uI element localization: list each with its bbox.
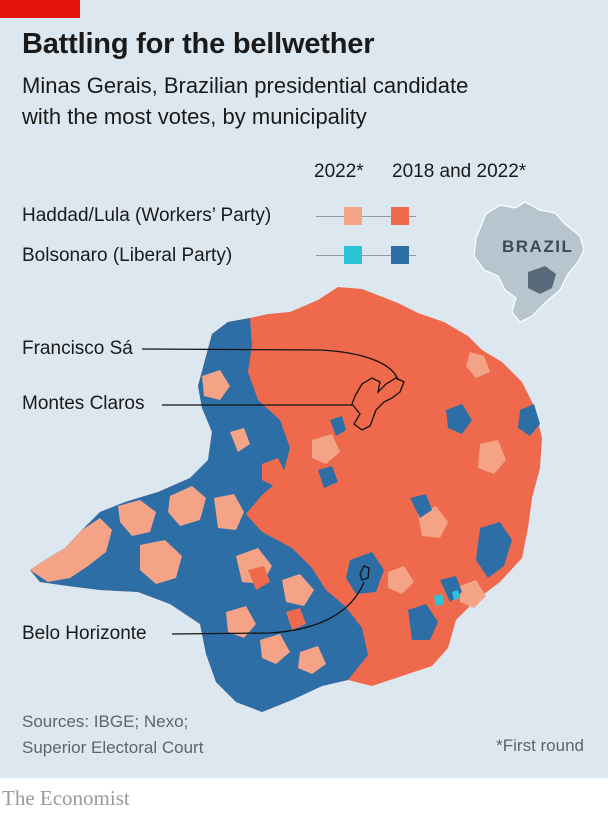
subtitle-line-2: with the most votes, by municipality	[22, 104, 367, 129]
belo-horizonte-outline	[359, 565, 370, 581]
bolso-both-e-b	[410, 494, 432, 518]
bolso-both-se-a	[408, 604, 438, 640]
state-base-lula	[30, 287, 542, 712]
lula2022-south-a	[260, 634, 290, 664]
brazil-inset-label: BRAZIL	[502, 237, 573, 256]
swatch-lula-2022	[344, 207, 362, 225]
lula2022-east-f	[460, 580, 486, 608]
bolso-both-ne-a	[446, 404, 472, 434]
economist-red-tag	[0, 0, 80, 18]
chart-subtitle: Minas Gerais, Brazilian presidential can…	[22, 70, 582, 132]
sources-line-2: Superior Electoral Court	[22, 738, 204, 757]
lula-both-west-b	[248, 566, 270, 590]
legend-col-2022: 2022*	[314, 161, 364, 182]
lula-both-west-c	[286, 608, 306, 630]
lula2022-west-tail	[30, 518, 112, 582]
leader-belo-horizonte	[171, 581, 365, 635]
bolso-both-n-a	[330, 416, 346, 436]
brazil-outline	[473, 201, 585, 323]
lula2022-north-a	[202, 370, 230, 400]
first-round-footnote: *First round	[496, 736, 584, 755]
sources-line-1: Sources: IBGE; Nexo;	[22, 712, 189, 731]
legend-lula-name: Haddad/Lula	[22, 205, 130, 226]
lula-both-west-a	[262, 458, 286, 486]
lula2022-central-c	[226, 606, 256, 638]
lula2022-east-c	[312, 434, 340, 464]
label-francisco-sa: Francisco Sá	[22, 338, 133, 359]
bolso-both-n-b	[318, 466, 338, 488]
minas-gerais-map	[30, 287, 542, 712]
legend-row-bolsonaro: Bolsonaro (Liberal Party)	[22, 245, 232, 267]
economist-logo: The Economist	[2, 786, 130, 810]
legend-row-lula: Haddad/Lula (Workers’ Party)	[22, 205, 271, 227]
lula-both-west-d	[312, 534, 334, 556]
lula2022-west-a	[118, 500, 156, 536]
map-svg: BRAZIL	[30, 201, 585, 712]
swatch-bolsonaro-both	[391, 246, 409, 264]
lula2022-central-b	[282, 574, 314, 606]
legend-bolsonaro-name: Bolsonaro	[22, 245, 108, 266]
subtitle-line-1: Minas Gerais, Brazilian presidential can…	[22, 73, 469, 98]
lula2022-north-b	[230, 428, 250, 452]
lula2022-east-e	[388, 566, 414, 594]
lula2022-west-c	[168, 486, 206, 526]
chart-title: Battling for the bellwether	[22, 28, 375, 60]
leader-francisco-sa	[141, 348, 399, 381]
legend-col-2018-2022: 2018 and 2022*	[392, 161, 527, 182]
sources-note: Sources: IBGE; Nexo; Superior Electoral …	[22, 709, 203, 761]
lula2022-south-b	[298, 646, 326, 674]
lula2022-east-b	[478, 440, 506, 474]
minas-gerais-inset	[528, 266, 556, 294]
swatch-lula-both	[391, 207, 409, 225]
lula2022-west-b	[140, 540, 182, 584]
legend-line-bolsonaro	[316, 255, 416, 256]
lula2022-east-a	[466, 352, 490, 378]
label-montes-claros: Montes Claros	[22, 393, 145, 414]
montes-claros-outline	[351, 377, 405, 431]
lula2022-west-d	[214, 494, 244, 530]
label-belo-horizonte: Belo Horizonte	[22, 623, 147, 644]
bolso2022-a	[434, 594, 444, 606]
bolso-both-e-a	[476, 522, 512, 578]
bolso-both-ne-b	[518, 404, 540, 436]
legend-lula-party: (Workers’ Party)	[135, 205, 272, 226]
swatch-bolsonaro-2022	[344, 246, 362, 264]
legend-bolsonaro-party: (Liberal Party)	[112, 245, 233, 266]
bolso2022-b	[452, 590, 460, 600]
brazil-inset: BRAZIL	[473, 201, 585, 323]
legend-line-lula	[316, 216, 416, 217]
